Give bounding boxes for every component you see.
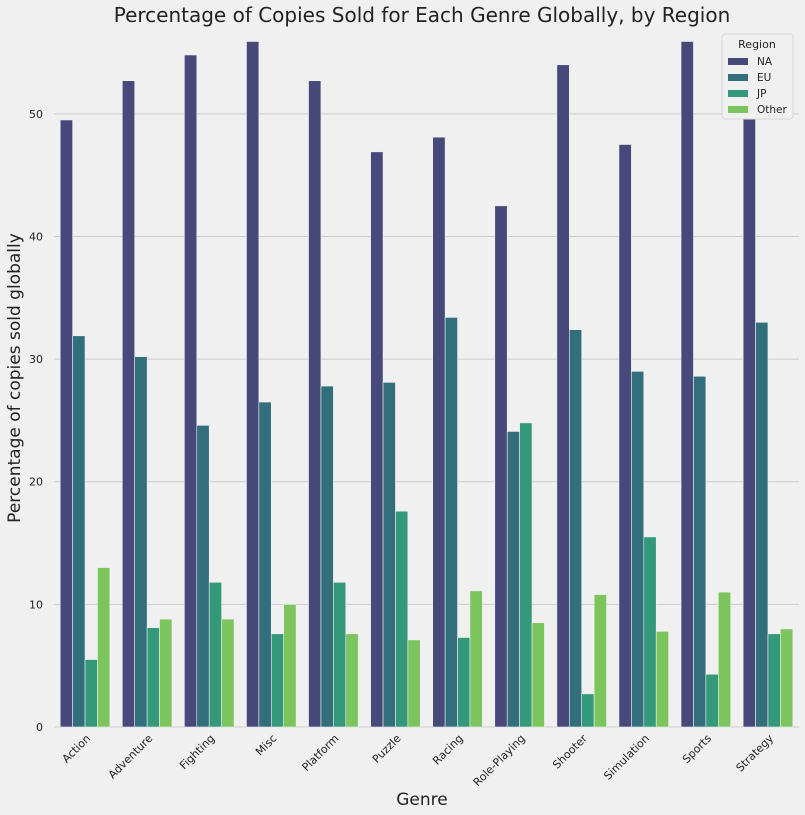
x-tick-label: Puzzle [370,732,404,766]
bar-shooter-jp [581,693,595,728]
bar-action-na [59,119,73,728]
bar-adventure-eu [134,356,148,728]
y-axis-ticks: 0 10 20 30 40 50 [29,108,43,734]
bar-shooter-other [593,594,607,728]
x-tick-label: Role-Playing [471,732,528,789]
bar-fighting-other [221,618,235,728]
bar-misc-na [246,41,260,728]
bar-misc-other [283,604,297,728]
x-tick-label: Platform [300,732,342,774]
x-tick-label: Fighting [177,732,217,772]
x-tick-label: Racing [430,732,465,767]
bar-platform-eu [320,385,334,728]
x-tick-label: Simulation [601,732,652,783]
legend-title: Region [738,38,776,51]
legend-label: JP [756,88,766,100]
x-tick-label: Shooter [550,732,590,772]
chart-title: Percentage of Copies Sold for Each Genre… [114,3,731,27]
bar-sports-jp [705,673,719,728]
bar-shooter-na [556,64,570,728]
bar-misc-eu [258,401,272,728]
bar-racing-eu [444,317,458,728]
bar-adventure-other [159,618,173,728]
bar-racing-other [469,590,483,728]
bar-action-other [97,567,111,728]
bar-puzzle-jp [395,510,409,728]
y-tick-label: 30 [29,353,43,366]
bar-shooter-eu [568,329,583,728]
legend-label: Other [757,104,787,116]
legend-label: NA [757,56,773,68]
bar-platform-na [308,80,322,728]
x-tick-label: Misc [253,732,279,758]
bar-action-jp [84,659,98,728]
bar-fighting-na [184,54,198,728]
gridlines [54,113,799,728]
bar-role-playing-jp [519,422,533,728]
bar-adventure-na [121,80,136,728]
bar-simulation-jp [643,536,657,728]
y-axis-label: Percentage of copies sold globally [5,233,25,523]
bar-role-playing-na [494,205,508,728]
bar-role-playing-eu [506,431,520,728]
y-tick-label: 10 [29,598,43,611]
bar-adventure-jp [146,627,160,728]
y-tick-label: 50 [29,108,43,121]
y-tick-label: 0 [36,721,43,734]
bar-sports-na [680,41,694,728]
bar-sports-eu [693,375,707,728]
bar-role-playing-other [531,622,545,728]
legend-label: EU [757,72,771,84]
bar-misc-jp [270,633,285,728]
bar-strategy-eu [755,322,769,728]
y-tick-label: 40 [29,230,43,243]
x-axis-ticks: Action Adventure Fighting Misc Platform Puzzl… [60,732,777,789]
bar-platform-jp [333,581,347,728]
x-tick-label: Strategy [734,732,777,775]
x-axis-label: Genre [396,790,447,810]
y-tick-label: 20 [29,476,43,489]
legend-swatch-jp [728,90,748,97]
bar-racing-jp [457,637,471,728]
bar-simulation-eu [631,371,645,728]
legend: Region NA EU JP Other [721,33,794,120]
bar-simulation-other [655,631,669,728]
bar-simulation-na [618,144,632,728]
bar-sports-other [717,591,732,728]
bar-strategy-other [780,628,794,728]
bar-puzzle-eu [382,382,396,728]
legend-frame [721,33,794,120]
legend-swatch-na [728,58,748,65]
x-tick-label: Action [60,732,94,766]
legend-swatch-eu [728,74,748,81]
x-tick-label: Adventure [106,732,156,782]
bar-strategy-na [742,100,756,728]
bar-puzzle-other [407,639,421,728]
legend-swatch-other [728,106,748,113]
bars [59,41,794,728]
x-tick-label: Sports [680,732,714,766]
bar-fighting-eu [196,425,210,728]
bar-action-eu [72,335,86,728]
bar-platform-other [345,633,359,728]
bar-fighting-jp [208,581,222,728]
bar-racing-na [432,136,446,728]
legend-items: NA EU JP Other [728,56,787,116]
bar-strategy-jp [767,633,781,728]
bar-puzzle-na [370,151,384,728]
